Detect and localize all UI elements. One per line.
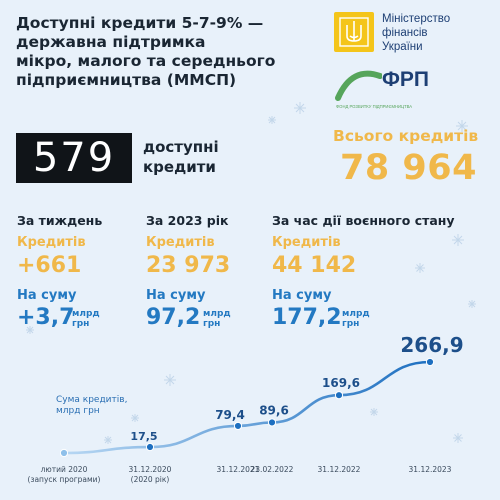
data-label: 266,9 xyxy=(400,333,463,357)
series-label: Сума кредитів, xyxy=(56,395,127,405)
total-credits-label: Всього кредитів xyxy=(333,127,479,145)
trident-icon xyxy=(334,12,374,52)
stat-heading-week: За тиждень xyxy=(17,213,103,228)
data-label: 79,4 xyxy=(215,408,245,422)
unit-line: грн xyxy=(342,319,360,329)
unit-line: млрд xyxy=(72,309,100,319)
stat-credits-value: 44 142 xyxy=(272,253,357,278)
stat-sum-value: 97,2 xyxy=(146,305,201,330)
x-tick-label: 31.12.2022 xyxy=(318,465,361,474)
frp-subtitle: ФОНД РОЗВИТКУ ПІДПРИЄМНИЦТВА xyxy=(336,104,413,109)
frp-logo: ФРП ФОНД РОЗВИТКУ ПІДПРИЄМНИЦТВА xyxy=(334,66,454,114)
unit-line: грн xyxy=(203,319,221,329)
unit-line: млрд xyxy=(203,309,231,319)
stat-credits-value: +661 xyxy=(17,253,82,278)
data-point xyxy=(334,391,344,400)
brand-caption-line: доступні xyxy=(143,138,219,156)
data-label: 89,6 xyxy=(259,403,289,417)
unit-line: грн xyxy=(72,319,90,329)
minfin-logo: Міністерство фінансів України xyxy=(334,12,494,60)
unit-line: млрд xyxy=(342,309,370,319)
x-tick-label: лютий 2020 xyxy=(41,465,88,474)
minfin-name-line: України xyxy=(382,41,423,53)
data-point xyxy=(267,418,277,427)
stat-sum-unit: млрд грн xyxy=(72,309,100,329)
stat-sum-value: +3,7 xyxy=(17,305,75,330)
series-line xyxy=(62,360,432,455)
minfin-name-line: фінансів xyxy=(382,27,428,39)
stat-credits-label: Кредитів xyxy=(146,235,215,250)
title-line: підприємництва (ММСП) xyxy=(16,71,237,89)
stat-sum-unit: млрд грн xyxy=(203,309,231,329)
title-line: мікро, малого та середнього xyxy=(16,52,276,70)
stat-credits-value: 23 973 xyxy=(146,253,231,278)
579-logo: 579 xyxy=(16,133,132,183)
total-credits-value: 78 964 xyxy=(340,148,477,188)
brand-caption-line: кредити xyxy=(143,158,216,176)
stat-credits-label: Кредитів xyxy=(272,235,341,250)
stat-sum-label: На суму xyxy=(17,288,77,303)
stat-heading-2023: За 2023 рік xyxy=(146,213,229,228)
title-line: державна підтримка xyxy=(16,33,206,51)
x-tick-sublabel: (2020 рік) xyxy=(131,475,170,484)
stat-credits-label: Кредитів xyxy=(17,235,86,250)
page-title: Доступні кредити 5-7-9% — державна підтр… xyxy=(16,14,316,90)
x-tick-sublabel: (запуск програми) xyxy=(28,475,101,484)
stat-sum-unit: млрд грн xyxy=(342,309,370,329)
data-point xyxy=(425,357,435,367)
frp-name: ФРП xyxy=(382,68,430,91)
stat-sum-value: 177,2 xyxy=(272,305,342,330)
x-tick-label: 31.12.2020 xyxy=(129,465,172,474)
x-tick-label: 23.02.2022 xyxy=(251,465,294,474)
stat-sum-label: На суму xyxy=(146,288,206,303)
frp-arc-icon xyxy=(335,70,382,101)
data-point xyxy=(59,448,69,458)
579-logo-text: 579 xyxy=(32,135,116,181)
brand-caption: доступні кредити xyxy=(143,137,219,177)
x-tick-label: 31.12.2021 xyxy=(217,465,260,474)
minfin-name-line: Міністерство xyxy=(382,13,451,25)
data-point xyxy=(233,421,243,431)
x-tick-label: 31.12.2023 xyxy=(409,465,452,474)
series-label: млрд грн xyxy=(56,406,100,416)
data-label: 17,5 xyxy=(130,430,157,443)
stat-sum-label: На суму xyxy=(272,288,332,303)
series-points: лютий 2020(запуск програми) 17,5 31.12.202… xyxy=(28,333,464,484)
stat-heading-martial-law: За час дії воєнного стану xyxy=(272,213,455,228)
data-label: 169,6 xyxy=(322,376,360,390)
snowflake-decorations xyxy=(26,102,476,444)
title-line: Доступні кредити 5-7-9% — xyxy=(16,14,264,32)
data-point xyxy=(145,442,155,452)
